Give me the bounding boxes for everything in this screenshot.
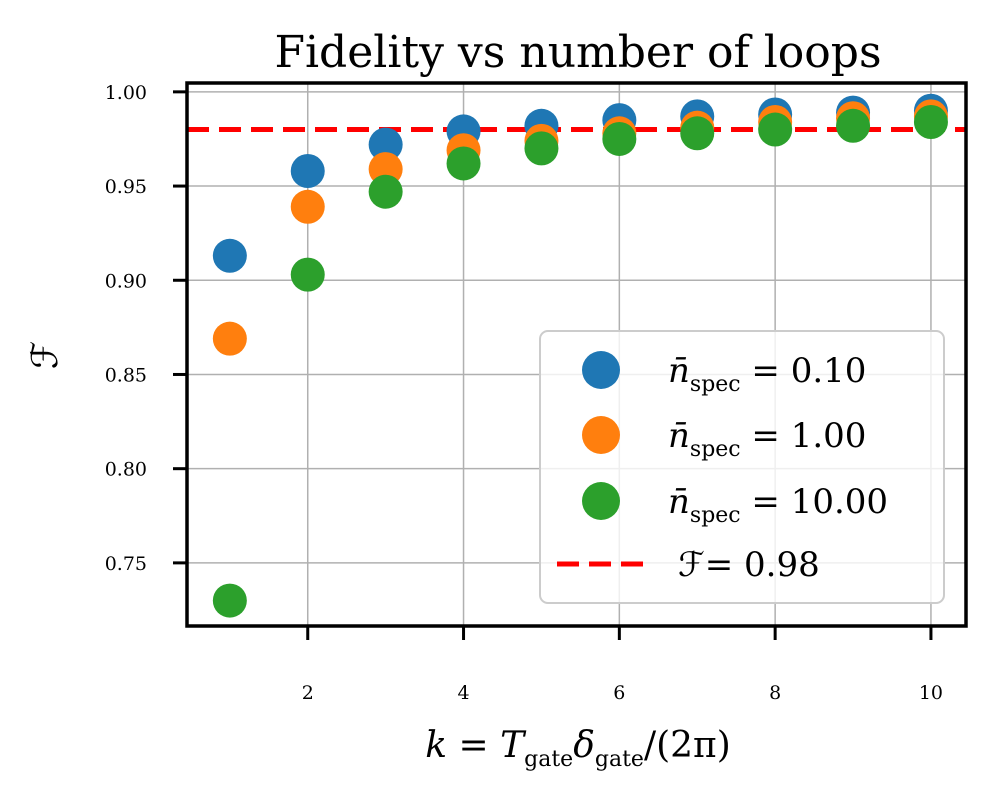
legend-box <box>539 330 945 604</box>
x-tick-label: 6 <box>613 682 625 704</box>
y-axis-label: ℱ <box>25 341 66 369</box>
legend-label: n̄spec = 0.10 <box>668 351 866 397</box>
data-point <box>446 146 481 181</box>
data-point <box>836 108 871 143</box>
data-points <box>212 93 948 618</box>
data-point <box>290 153 325 188</box>
x-tick-label: 2 <box>302 682 314 704</box>
data-point <box>913 105 948 140</box>
data-point <box>212 238 247 273</box>
data-point <box>290 189 325 224</box>
data-point <box>212 321 247 356</box>
x-axis-label: k = Tgateδgate/(2π) <box>425 725 731 772</box>
y-tick-label: 0.95 <box>105 176 147 198</box>
legend-threshold-label: ℱ= 0.98 <box>678 545 820 585</box>
data-point <box>680 116 715 151</box>
data-point <box>368 127 403 162</box>
data-point <box>212 583 247 618</box>
chart-title: Fidelity vs number of loops <box>274 27 881 78</box>
data-point <box>524 131 559 166</box>
x-tick-label: 4 <box>457 682 469 704</box>
legend: n̄spec = 0.10 n̄spec = 1.00 n̄spec = 10.00… <box>539 330 945 604</box>
legend-marker <box>582 482 620 520</box>
legend-marker <box>582 351 620 389</box>
data-point <box>602 121 637 156</box>
legend-label: n̄spec = 10.00 <box>668 482 888 528</box>
y-tick-label: 0.75 <box>105 553 147 575</box>
y-tick-label: 1.00 <box>105 82 147 104</box>
legend-marker <box>582 416 620 454</box>
y-tick-label: 0.85 <box>105 364 147 386</box>
data-point <box>758 112 793 147</box>
plot-frame <box>185 81 968 628</box>
axes: 2 4 6 8 10 0.75 0.80 0.85 0.90 0.95 1.00 <box>105 81 968 704</box>
y-tick-label: 0.90 <box>105 270 147 292</box>
data-point <box>368 174 403 209</box>
data-point <box>290 257 325 292</box>
x-tick-label: 10 <box>919 682 943 704</box>
x-tick-label: 8 <box>769 682 781 704</box>
legend-label: n̄spec = 1.00 <box>668 416 866 462</box>
y-tick-label: 0.80 <box>105 459 147 481</box>
